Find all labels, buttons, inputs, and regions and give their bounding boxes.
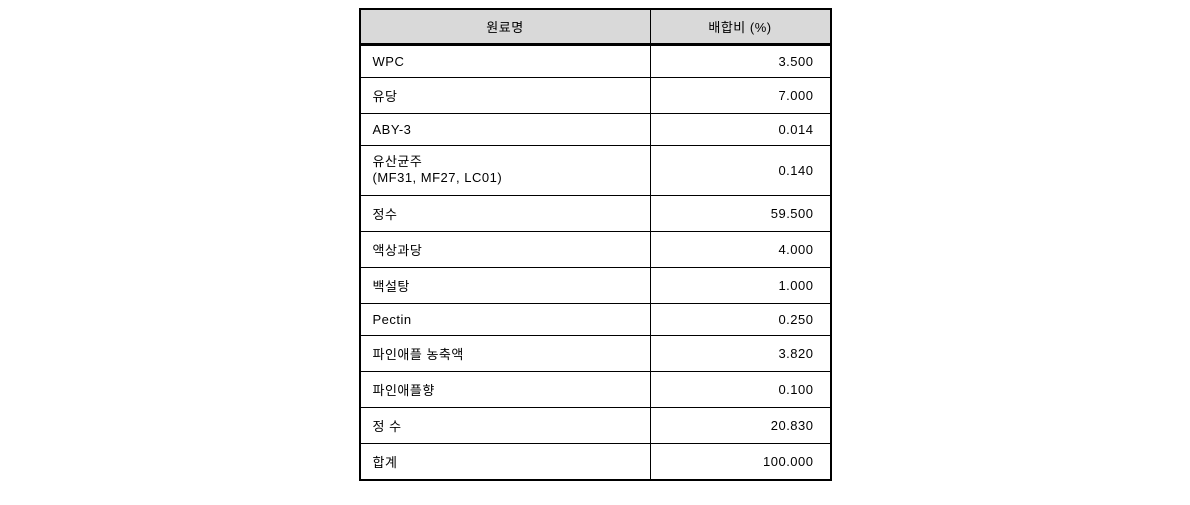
header-ingredient: 원료명 bbox=[360, 10, 650, 44]
ingredient-ratio: 100.000 bbox=[650, 444, 830, 480]
table-row: WPC3.500 bbox=[360, 45, 830, 77]
ingredient-name: 백설탕 bbox=[360, 268, 650, 304]
ingredient-name: ABY-3 bbox=[360, 113, 650, 145]
table-row: ABY-30.014 bbox=[360, 113, 830, 145]
ingredient-name: 정수 bbox=[360, 196, 650, 232]
table-row: 정 수20.830 bbox=[360, 408, 830, 444]
ingredient-ratio: 20.830 bbox=[650, 408, 830, 444]
table-row: 파인애플향0.100 bbox=[360, 372, 830, 408]
table-row: 파인애플 농축액3.820 bbox=[360, 336, 830, 372]
ingredient-name: 정 수 bbox=[360, 408, 650, 444]
ingredient-ratio: 1.000 bbox=[650, 268, 830, 304]
ingredient-name: WPC bbox=[360, 45, 650, 77]
ingredient-ratio: 0.140 bbox=[650, 145, 830, 196]
table-row: 합계100.000 bbox=[360, 444, 830, 480]
ingredient-ratio: 3.500 bbox=[650, 45, 830, 77]
header-ratio: 배합비 (%) bbox=[650, 10, 830, 44]
table-body: WPC3.500유당7.000ABY-30.014유산균주(MF31, MF27… bbox=[360, 44, 830, 480]
ingredient-ratio: 59.500 bbox=[650, 196, 830, 232]
table-row: 정수59.500 bbox=[360, 196, 830, 232]
ingredient-name: 유당 bbox=[360, 77, 650, 113]
ingredient-ratio: 0.014 bbox=[650, 113, 830, 145]
ingredient-name: 액상과당 bbox=[360, 232, 650, 268]
ingredient-table-wrap: 원료명 배합비 (%) WPC3.500유당7.000ABY-30.014유산균… bbox=[359, 8, 832, 481]
table-row: Pectin0.250 bbox=[360, 304, 830, 336]
ingredient-ratio: 0.100 bbox=[650, 372, 830, 408]
ingredient-name: 파인애플 농축액 bbox=[360, 336, 650, 372]
table-row: 백설탕1.000 bbox=[360, 268, 830, 304]
ingredient-ratio: 0.250 bbox=[650, 304, 830, 336]
ingredient-ratio: 7.000 bbox=[650, 77, 830, 113]
ingredient-name: 유산균주(MF31, MF27, LC01) bbox=[360, 145, 650, 196]
ingredient-name: Pectin bbox=[360, 304, 650, 336]
table-header-row: 원료명 배합비 (%) bbox=[360, 10, 830, 44]
table-row: 유당7.000 bbox=[360, 77, 830, 113]
table-row: 유산균주(MF31, MF27, LC01)0.140 bbox=[360, 145, 830, 196]
ingredient-name: 파인애플향 bbox=[360, 372, 650, 408]
table-row: 액상과당4.000 bbox=[360, 232, 830, 268]
ingredient-table: 원료명 배합비 (%) WPC3.500유당7.000ABY-30.014유산균… bbox=[360, 9, 831, 480]
ingredient-ratio: 3.820 bbox=[650, 336, 830, 372]
ingredient-name: 합계 bbox=[360, 444, 650, 480]
ingredient-ratio: 4.000 bbox=[650, 232, 830, 268]
